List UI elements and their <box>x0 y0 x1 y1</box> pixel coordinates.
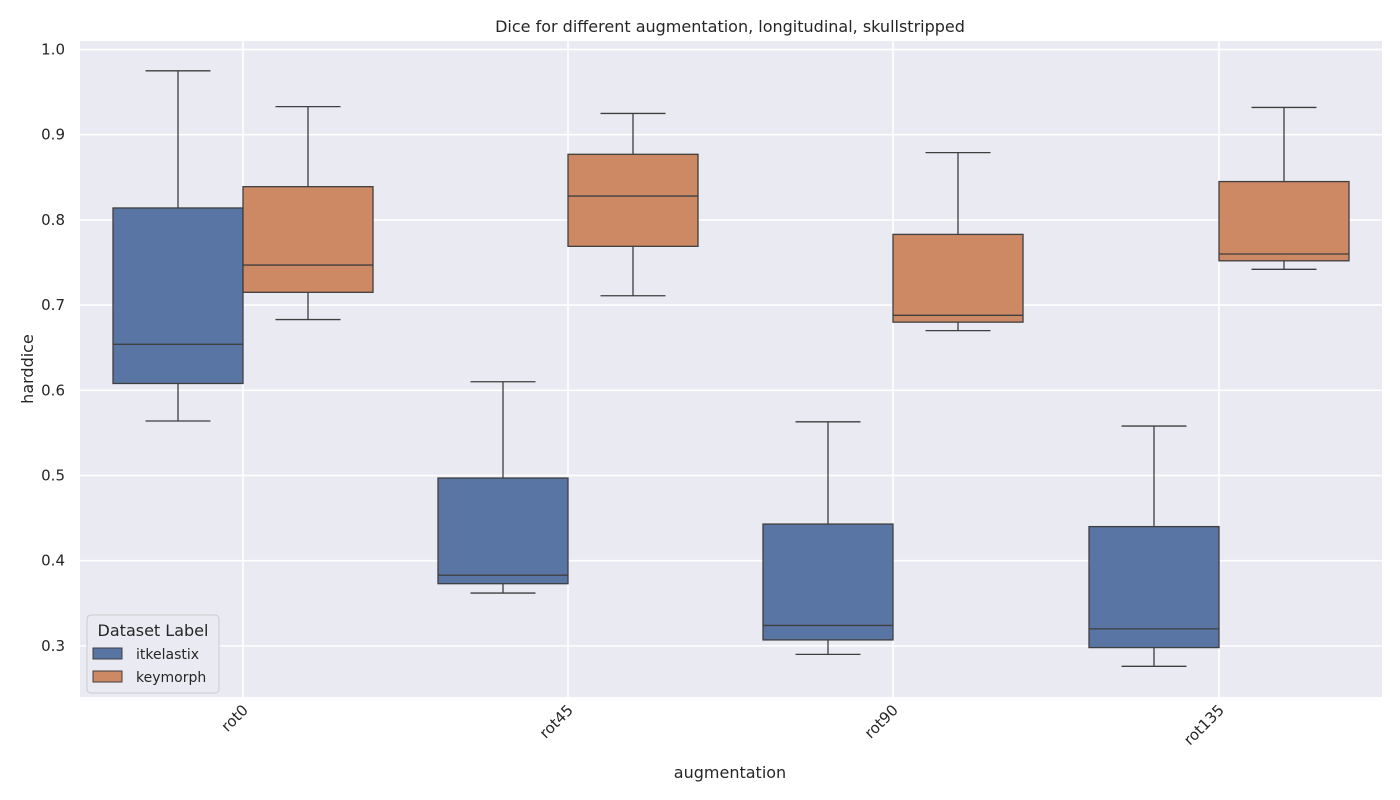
box-body <box>1218 180 1350 262</box>
box-series <box>112 70 1350 667</box>
chart-title: Dice for different augmentation, longitu… <box>495 17 965 36</box>
box-body <box>567 153 699 247</box>
y-axis-label: harddice <box>18 334 37 404</box>
box-body <box>242 186 374 293</box>
box-itkelastix-rot135 <box>1088 425 1220 667</box>
box-body <box>892 233 1024 323</box>
legend: Dataset Label itkelastix keymorph <box>86 614 220 694</box>
box-itkelastix-rot45 <box>437 381 569 594</box>
y-tick-labels: 0.3 0.4 0.5 0.6 0.7 0.8 0.9 1.0 <box>41 41 65 655</box>
legend-swatch-itkelastix <box>92 647 123 660</box>
y-tick-label: 0.9 <box>41 126 65 144</box>
box-itkelastix-rot90 <box>762 421 894 656</box>
legend-label-itkelastix: itkelastix <box>136 647 199 663</box>
legend-swatch-keymorph <box>92 670 123 683</box>
y-tick-label: 0.4 <box>41 552 65 570</box>
box-keymorph-rot45 <box>567 112 699 297</box>
box-body <box>112 207 244 385</box>
box-keymorph-rot0 <box>242 105 374 321</box>
box-keymorph-rot135 <box>1218 106 1350 270</box>
legend-label-keymorph: keymorph <box>136 670 206 686</box>
box-keymorph-rot90 <box>892 151 1024 332</box>
y-tick-label: 1.0 <box>41 41 65 59</box>
legend-title: Dataset Label <box>98 621 209 640</box>
x-axis-label: augmentation <box>674 763 786 782</box>
y-tick-label: 0.6 <box>41 381 65 399</box>
box-body <box>762 523 894 641</box>
y-tick-label: 0.7 <box>41 296 65 314</box>
y-tick-label: 0.3 <box>41 637 65 655</box>
box-body <box>437 477 569 585</box>
y-tick-label: 0.8 <box>41 211 65 229</box>
box-body <box>1088 525 1220 649</box>
box-itkelastix-rot0 <box>112 70 244 422</box>
y-tick-label: 0.5 <box>41 466 65 484</box>
